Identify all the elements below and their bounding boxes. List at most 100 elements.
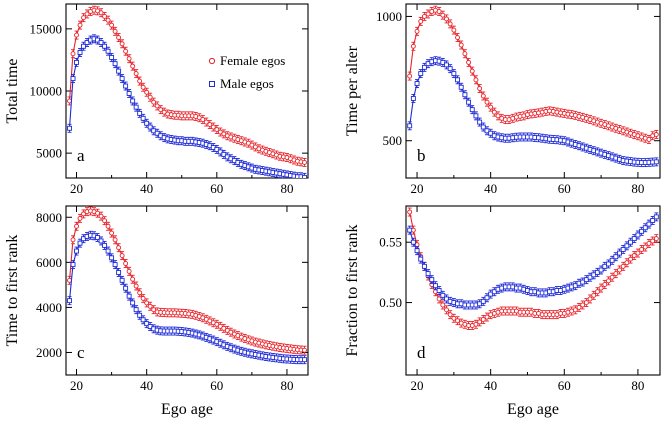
data-point (123, 83, 129, 89)
data-point (421, 13, 427, 19)
plot-frame (405, 3, 661, 179)
data-point (609, 274, 615, 280)
data-point (140, 115, 146, 121)
data-point (488, 130, 494, 136)
data-point (133, 71, 139, 77)
series-line-female (68, 210, 305, 351)
data-point (302, 174, 307, 178)
data-point (473, 113, 479, 119)
data-point (74, 248, 79, 254)
data-point (436, 288, 442, 293)
data-point (217, 323, 223, 329)
data-point (462, 51, 468, 57)
data-point (466, 59, 472, 65)
data-point (98, 238, 104, 244)
series-line-male (409, 60, 657, 164)
data-point (414, 28, 420, 34)
data-point (477, 319, 483, 325)
data-point (203, 119, 209, 125)
data-point (455, 35, 460, 41)
plot-frame (405, 205, 661, 376)
data-point (84, 11, 90, 17)
data-point (119, 76, 125, 82)
data-point (154, 103, 160, 109)
data-point (466, 99, 472, 105)
data-point (140, 295, 146, 301)
data-point (410, 43, 416, 49)
data-point (116, 270, 122, 275)
data-point (480, 93, 486, 99)
y-tick-label: 2000 (36, 345, 62, 360)
panel-a (65, 3, 309, 179)
data-point (214, 127, 220, 132)
x-tick-label: 80 (631, 181, 644, 196)
data-point (591, 292, 597, 298)
data-point (653, 132, 659, 137)
data-point (594, 289, 600, 295)
data-point (646, 137, 652, 142)
x-tick-label: 20 (411, 378, 424, 393)
data-point (432, 283, 438, 289)
data-point (210, 124, 216, 130)
data-point (440, 302, 446, 308)
data-point (653, 159, 659, 165)
x-axis-label: Ego age (161, 401, 213, 418)
x-tick-label: 20 (70, 378, 83, 393)
data-point (105, 223, 111, 229)
x-tick-label: 60 (210, 378, 223, 393)
data-point (484, 128, 490, 134)
data-point (207, 122, 213, 128)
data-point (444, 307, 449, 313)
data-point (447, 21, 453, 27)
data-point (473, 321, 479, 327)
data-point (451, 27, 457, 33)
data-point (620, 263, 626, 269)
data-point (572, 307, 578, 313)
data-point (451, 315, 457, 321)
y-tick-label: 5000 (36, 146, 62, 161)
panel-c (65, 205, 309, 376)
data-point (425, 271, 431, 277)
data-point (130, 276, 136, 282)
data-point (144, 321, 150, 327)
data-point (639, 247, 645, 252)
data-point (84, 40, 90, 45)
panel-label: d (417, 343, 426, 362)
data-point (447, 312, 453, 318)
data-layer (67, 206, 307, 365)
data-layer (407, 207, 659, 330)
data-point (653, 236, 659, 242)
data-point (418, 18, 424, 24)
data-layer (67, 5, 307, 178)
data-point (130, 63, 136, 69)
data-point (67, 125, 72, 131)
data-point (414, 81, 420, 86)
y-axis-label: Time to first rank (4, 235, 21, 347)
data-point (147, 94, 153, 100)
data-point (606, 278, 611, 284)
x-tick-label: 80 (280, 378, 293, 393)
data-point (123, 261, 129, 266)
data-point (473, 77, 479, 83)
data-point (418, 256, 424, 262)
data-point (217, 149, 223, 155)
x-tick-label: 80 (631, 378, 644, 393)
data-point (102, 218, 108, 224)
data-point (302, 160, 307, 165)
data-point (154, 130, 160, 136)
data-point (105, 17, 111, 23)
x-tick-label: 40 (484, 378, 497, 393)
x-tick-label: 40 (140, 378, 153, 393)
data-point (484, 314, 490, 320)
data-point (70, 262, 76, 268)
data-point (70, 237, 76, 243)
data-point (70, 51, 76, 57)
data-point (77, 240, 83, 246)
y-tick-label: 1000 (376, 9, 402, 24)
data-point (646, 240, 652, 246)
series-line-female (409, 9, 657, 141)
y-tick-label: 10000 (30, 84, 63, 99)
data-point (410, 96, 416, 101)
data-point (407, 73, 413, 79)
